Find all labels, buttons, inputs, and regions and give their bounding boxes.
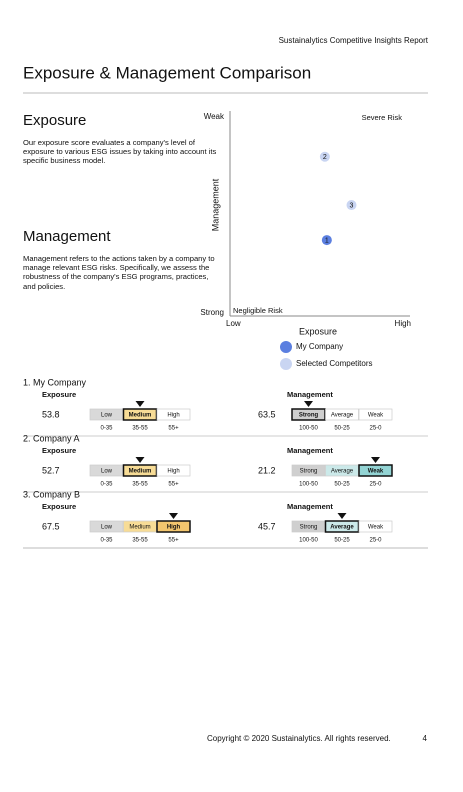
- scale-title: Exposure: [42, 446, 76, 455]
- rating-level: Medium: [129, 413, 152, 419]
- rating-level: Weak: [368, 469, 384, 475]
- rating-marker: [169, 513, 178, 519]
- rating-range: 55+: [168, 426, 179, 432]
- rating-range: 25-0: [369, 482, 382, 488]
- rating-level: Average: [331, 469, 354, 475]
- x-axis-title: Exposure: [299, 326, 337, 336]
- rating-range: 25-0: [369, 426, 382, 432]
- paragraph: Our exposure score evaluates a company's…: [23, 138, 217, 166]
- point-label: 2: [323, 154, 327, 161]
- rating-band: [89, 520, 124, 533]
- corner-label: Negligible Risk: [233, 306, 283, 315]
- section-heading: Exposure: [23, 112, 86, 129]
- rating-level: Weak: [368, 525, 384, 531]
- rating-range: 55+: [168, 538, 179, 544]
- score: 45.7: [258, 521, 276, 531]
- rating-level: High: [167, 469, 179, 475]
- score: 52.7: [42, 465, 60, 475]
- legend-label: Selected Competitors: [296, 359, 372, 368]
- rating-marker: [337, 513, 347, 519]
- scatter-point: [346, 200, 357, 211]
- score: 53.8: [42, 409, 60, 419]
- scale-title: Exposure: [42, 502, 76, 511]
- rating-level: Strong: [299, 413, 319, 419]
- rating-band: [358, 464, 393, 477]
- point-label: 3: [350, 202, 354, 209]
- paragraph: Management refers to the actions taken b…: [23, 254, 215, 291]
- rating-range: 50-25: [334, 426, 350, 432]
- rating-level: Medium: [129, 525, 150, 531]
- scale-title: Management: [287, 446, 333, 455]
- rating-range: 0-35: [100, 538, 113, 544]
- rating-range: 0-35: [100, 426, 113, 432]
- rating-level: Weak: [368, 413, 384, 419]
- rating-band: [156, 408, 191, 421]
- rating-band: [325, 408, 359, 421]
- scatter-point: [319, 151, 330, 162]
- page-number: 4: [423, 734, 428, 743]
- rating-marker: [135, 457, 145, 463]
- y-end-label: Strong: [200, 308, 224, 317]
- legend-swatch: [280, 341, 292, 353]
- rating-range: 25-0: [369, 538, 382, 544]
- corner-label: Severe Risk: [362, 113, 403, 122]
- rating-band: [122, 464, 158, 477]
- legend-swatch: [280, 358, 292, 370]
- company-name: 3. Company B: [23, 489, 80, 499]
- scale-title: Exposure: [42, 390, 76, 399]
- page-title: Exposure & Management Comparison: [23, 63, 311, 82]
- scatter-point: [321, 235, 332, 246]
- rating-marker: [371, 457, 380, 463]
- rating-range: 35-55: [132, 538, 148, 544]
- rating-level: Low: [101, 469, 113, 475]
- rating-band: [324, 520, 360, 533]
- y-end-label: Weak: [204, 112, 225, 121]
- point-label: 1: [325, 237, 329, 244]
- rating-band: [291, 408, 326, 421]
- rating-level: High: [167, 413, 179, 419]
- rating-range: 50-25: [334, 482, 350, 488]
- rating-range: 100-50: [299, 538, 318, 544]
- rating-range: 55+: [168, 482, 179, 488]
- rating-range: 100-50: [299, 482, 318, 488]
- rating-level: Low: [101, 525, 113, 531]
- y-axis-title: Management: [210, 178, 220, 231]
- rating-range: 50-25: [334, 538, 350, 544]
- rating-level: Strong: [300, 469, 318, 475]
- score: 21.2: [258, 465, 276, 475]
- rating-level: High: [167, 525, 181, 531]
- rating-band: [358, 520, 393, 533]
- rating-level: Medium: [129, 469, 152, 475]
- rating-level: Low: [101, 413, 113, 419]
- legend-label: My Company: [296, 342, 343, 351]
- company-name: 1. My Company: [23, 377, 87, 387]
- section-heading: Management: [23, 228, 111, 245]
- x-end-label: Low: [226, 319, 241, 328]
- rating-range: 100-50: [299, 426, 318, 432]
- rating-marker: [304, 401, 313, 407]
- rating-level: Strong: [300, 525, 318, 531]
- x-end-label: High: [395, 319, 411, 328]
- rating-range: 0-35: [100, 482, 113, 488]
- scale-title: Management: [287, 502, 333, 511]
- rating-range: 35-55: [132, 482, 148, 488]
- rating-range: 35-55: [132, 426, 148, 432]
- company-name: 2. Company A: [23, 433, 80, 443]
- copyright: Copyright © 2020 Sustainalytics. All rig…: [207, 734, 391, 743]
- rating-band: [156, 520, 191, 533]
- rating-marker: [135, 401, 145, 407]
- rating-band: [291, 464, 326, 477]
- rating-band: [122, 408, 158, 421]
- report-name: Sustainalytics Competitive Insights Repo…: [279, 36, 429, 45]
- rating-level: Average: [331, 413, 354, 419]
- scale-title: Management: [287, 390, 333, 399]
- rating-level: Average: [330, 525, 354, 531]
- score: 67.5: [42, 521, 60, 531]
- rating-band: [358, 408, 393, 421]
- score: 63.5: [258, 409, 276, 419]
- rating-band: [156, 464, 191, 477]
